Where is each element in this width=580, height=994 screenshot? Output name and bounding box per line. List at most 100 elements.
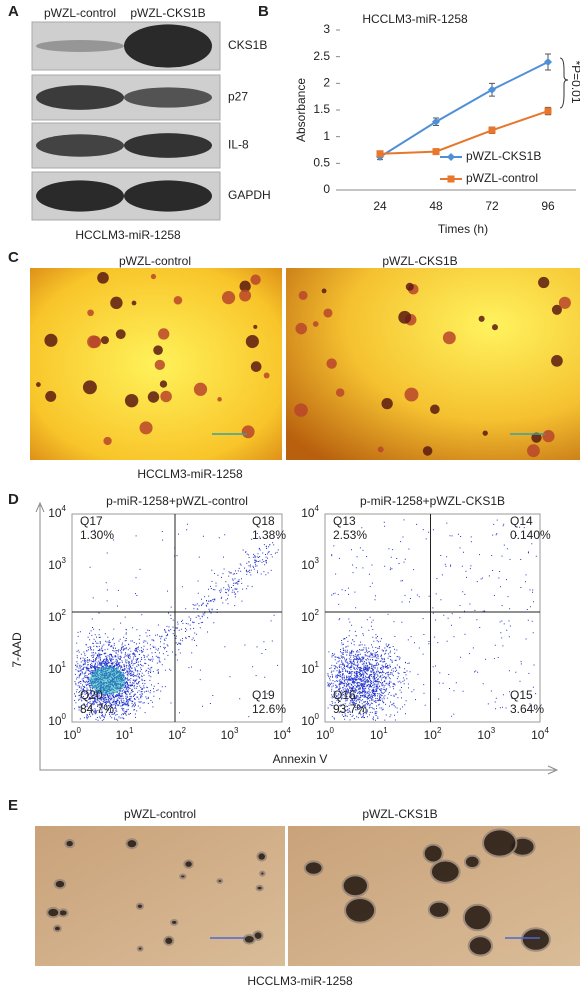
colony [381,397,393,410]
tick-base: 10 [301,506,315,520]
image-caption: HCCLM3-miR-1258 [247,974,353,988]
colony [45,390,57,402]
colony [139,421,153,435]
colony [294,403,308,417]
lane-label: pWZL-CKS1B [130,6,205,20]
colony [100,336,109,345]
y-tick-label: 0.5 [313,156,330,170]
tick-base: 10 [424,728,438,742]
colony [110,296,123,310]
sphere [179,873,187,880]
tick-label: 103 [48,556,66,572]
marker [544,107,552,115]
tick-exponent: 0 [62,712,67,721]
tick-label: 100 [63,726,81,742]
sphere [422,843,444,864]
colony [398,310,412,324]
plot-frame [324,513,541,723]
tick-label: 100 [316,726,334,742]
blot-band [124,24,212,68]
legend-label: pWZL-CKS1B [466,149,541,163]
tick-label: 101 [301,660,319,676]
panel-label: B [258,3,269,20]
tick-base: 10 [116,728,130,742]
lane-label: pWZL-control [44,6,116,20]
series-line [379,110,549,155]
quadrant-percent: 1.30% [80,528,114,542]
event-dots [74,523,279,721]
blot-band [36,40,124,52]
colony [527,444,540,458]
sphere [136,945,144,952]
tick-label: 104 [273,726,291,742]
colony [154,359,166,371]
tick-base: 10 [48,558,62,572]
colony [82,380,97,395]
sphere [427,900,451,919]
colony [377,446,384,453]
quadrant-name: Q19 [252,688,275,702]
image-title: pWZL-control [124,807,196,821]
annotation: *P=0.01 [569,60,580,103]
sphere [46,906,61,919]
tick-base: 10 [370,728,384,742]
quadrant-name: Q13 [333,514,356,528]
colony [147,391,160,403]
significance-bracket [559,57,569,109]
colony [245,334,259,349]
y-axis-label: Absorbance [294,78,308,142]
blot-band [36,180,124,212]
band-label: CKS1B [228,38,267,52]
y-axis-label: 7-AAD [10,632,24,668]
quadrant-name: Q18 [252,514,275,528]
tick-exponent: 1 [315,660,320,669]
band-label: IL-8 [228,138,249,152]
colony [263,372,270,379]
band-label: p27 [228,90,248,104]
blot-band [124,87,212,108]
sphere [463,854,481,870]
colony [404,387,419,402]
chart-title: HCCLM3-miR-1258 [362,12,468,26]
x-axis-label: Annexin V [273,752,328,766]
tick-exponent: 2 [181,726,186,735]
tick-exponent: 3 [62,556,67,565]
y-tick-label: 2.5 [313,49,330,63]
tick-exponent: 1 [62,660,67,669]
colony [326,358,337,369]
colony [221,291,236,305]
colony [97,272,109,284]
colony [241,425,255,439]
legend-marker [447,153,455,161]
colony [422,446,433,456]
tick-label: 100 [48,712,66,728]
tick-label: 103 [477,726,495,742]
colony [87,335,100,349]
tick-exponent: 2 [315,608,320,617]
sphere [303,860,324,876]
tick-base: 10 [477,728,491,742]
tick-label: 104 [48,504,66,520]
colony [558,296,571,309]
tick-base: 10 [168,728,182,742]
colony [115,329,126,340]
tick-exponent: 1 [383,726,388,735]
sphere [467,935,494,957]
tick-label: 104 [301,504,319,520]
colony [103,436,112,446]
blot-band [124,133,212,158]
y-tick-label: 2 [323,76,330,90]
colony [538,276,550,289]
quadrant-name: Q20 [80,688,103,702]
blot-band [36,85,124,110]
sphere [53,878,67,890]
quadrant-name: Q15 [510,688,533,702]
quadrant-name: Q14 [510,514,533,528]
tick-exponent: 3 [491,726,496,735]
quadrant-percent: 93.7% [333,702,367,716]
x-tick-label: 48 [429,199,443,213]
colony [159,380,168,388]
x-tick-label: 96 [541,199,555,213]
colony [158,328,170,340]
